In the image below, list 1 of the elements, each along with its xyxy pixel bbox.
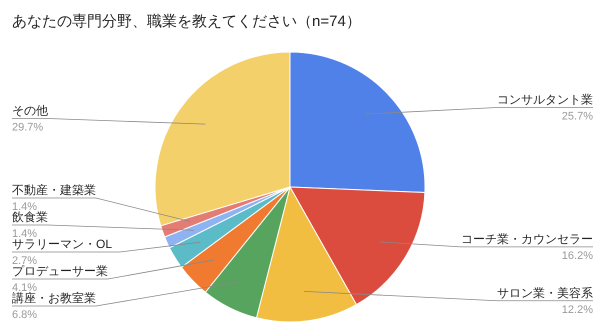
title: あなたの専門分野、職業を教えてください（n=74） bbox=[12, 13, 361, 30]
